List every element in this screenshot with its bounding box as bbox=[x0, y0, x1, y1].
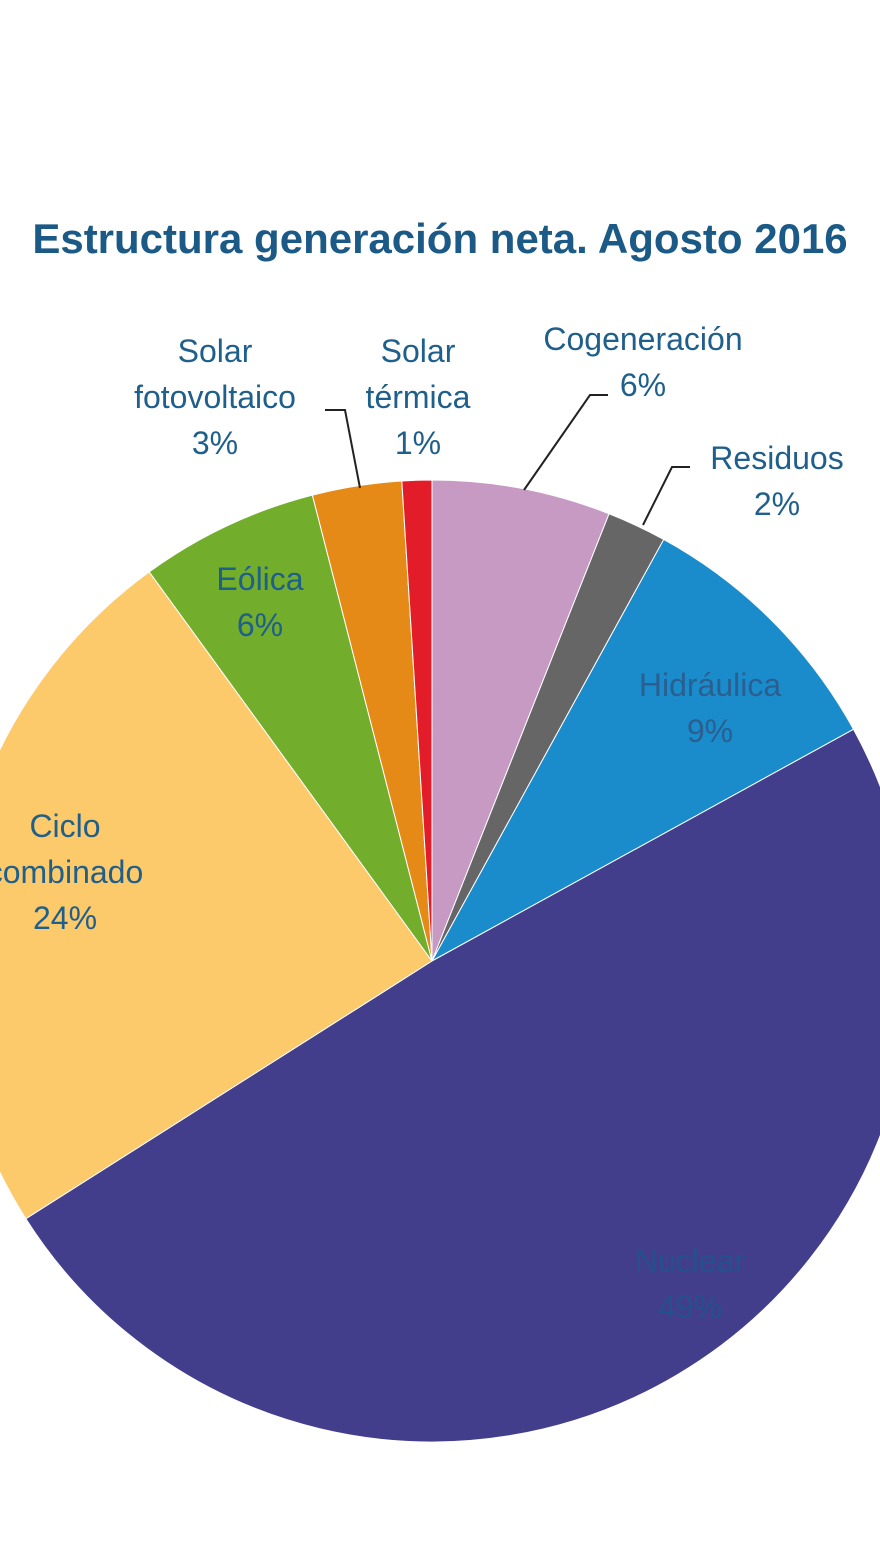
pie-slice bbox=[431, 479, 610, 962]
pie-slice bbox=[25, 728, 880, 1443]
slice-label: Nuclear 49% bbox=[570, 1238, 810, 1330]
slice-label: Hidráulica 9% bbox=[580, 662, 840, 754]
slice-name: Solar fotovoltaico bbox=[134, 333, 296, 415]
pie-slice bbox=[401, 479, 433, 962]
leader-lines bbox=[325, 394, 690, 526]
pie-slice bbox=[148, 494, 433, 962]
slice-value: 24% bbox=[32, 900, 98, 936]
slice-value: 3% bbox=[191, 425, 239, 461]
slice-value: 49% bbox=[657, 1289, 723, 1325]
leader-line bbox=[642, 466, 690, 526]
chart-title: Estructura generación neta. Agosto 2016 bbox=[32, 215, 848, 262]
slice-label: Solar térmica 1% bbox=[343, 328, 493, 466]
slice-label: Ciclo combinado 24% bbox=[0, 803, 170, 941]
pie-slice bbox=[430, 538, 855, 963]
slice-value: 6% bbox=[236, 607, 284, 643]
slice-value: 2% bbox=[753, 486, 801, 522]
slice-label: Cogeneración 6% bbox=[493, 316, 793, 408]
leader-line bbox=[523, 394, 608, 491]
slice-name: Nuclear bbox=[634, 1243, 746, 1279]
slice-label: Eólica 6% bbox=[160, 556, 360, 648]
leader-line bbox=[325, 409, 361, 489]
pie bbox=[0, 479, 880, 1443]
slice-name: Cogeneración bbox=[543, 321, 743, 357]
slice-label: Residuos 2% bbox=[677, 435, 877, 527]
slice-name: Eólica bbox=[216, 561, 304, 597]
pie-slice bbox=[0, 571, 433, 1220]
slice-name: Residuos bbox=[710, 440, 844, 476]
slice-value: 6% bbox=[619, 367, 667, 403]
slice-label: Solar fotovoltaico 3% bbox=[108, 328, 323, 466]
slice-name: Hidráulica bbox=[638, 667, 782, 703]
slice-value: 9% bbox=[686, 713, 734, 749]
slice-name: Ciclo combinado bbox=[0, 808, 144, 890]
slice-value: 1% bbox=[394, 425, 442, 461]
slice-name: Solar térmica bbox=[365, 333, 471, 415]
